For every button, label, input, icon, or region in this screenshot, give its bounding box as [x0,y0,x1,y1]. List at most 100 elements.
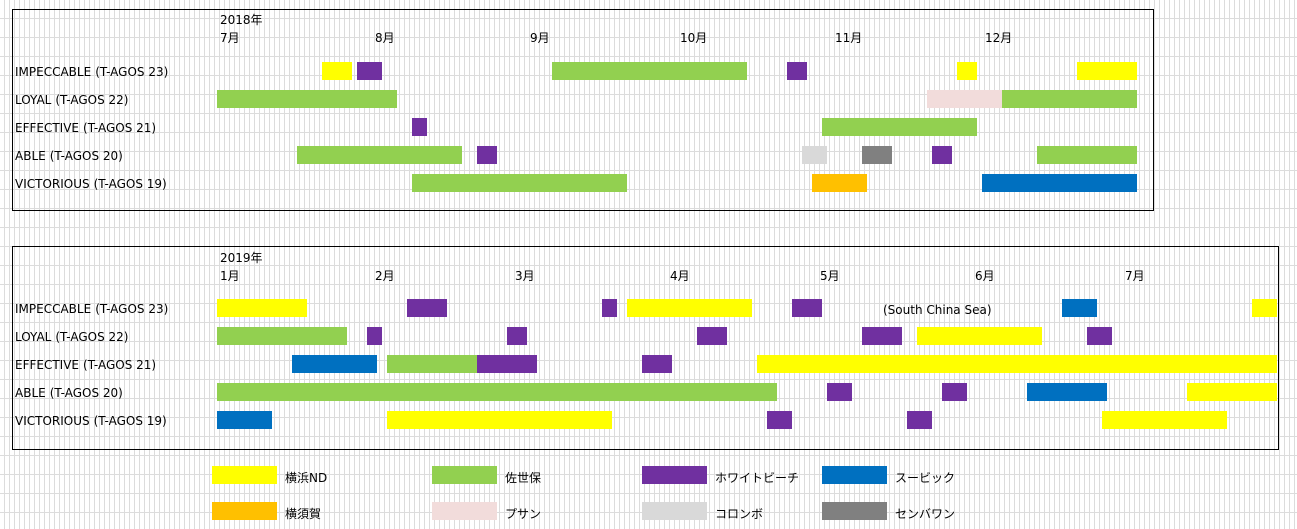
ship-hull-number: (T-AGOS 20) [49,386,123,400]
chart-panel-2019 [12,246,1279,450]
legend-label: 横浜ND [285,471,328,485]
schedule-bar-white-beach [827,383,852,401]
legend-swatch-sembawang [822,502,887,520]
legend-label: 横須賀 [285,507,322,521]
month-label: 2月 [375,269,395,283]
schedule-bar-busan [927,90,1002,108]
chart-panel-2018 [12,9,1154,211]
legend-label: ホワイトビーチ [715,471,800,485]
schedule-bar-sasebo [412,174,627,192]
schedule-bar-white-beach [412,118,427,136]
ship-hull-number: (T-AGOS 21) [83,358,157,372]
year-label-2019: 2019年 [220,251,263,265]
schedule-bar-yokohama [387,411,612,429]
schedule-bar-white-beach [862,327,902,345]
legend-label: スービック [895,471,956,485]
ship-label: ABLE (T-AGOS 20) [15,149,123,163]
month-label: 5月 [820,269,840,283]
schedule-bar-colombo [802,146,827,164]
ship-hull-number: (T-AGOS 19) [93,177,167,191]
schedule-bar-white-beach [602,299,617,317]
ship-label: LOYAL (T-AGOS 22) [15,330,128,344]
ship-hull-number: (T-AGOS 23) [95,65,169,79]
legend-label: プサン [505,507,542,521]
ship-name: LOYAL [15,330,52,344]
ship-label: IMPECCABLE (T-AGOS 23) [15,65,168,79]
schedule-bar-yokohama [217,299,307,317]
schedule-bar-sasebo [387,355,477,373]
schedule-bar-white-beach [932,146,952,164]
schedule-bar-yokohama [627,299,752,317]
legend-swatch-yokosuka [212,502,277,520]
schedule-bar-sembawang [862,146,892,164]
ship-hull-number: (T-AGOS 22) [55,330,129,344]
legend-label: コロンボ [715,507,764,521]
schedule-bar-white-beach [697,327,727,345]
ship-hull-number: (T-AGOS 23) [95,302,169,316]
schedule-bar-sasebo [217,90,397,108]
schedule-bar-white-beach [477,355,537,373]
month-label: 9月 [530,31,550,45]
schedule-bar-sasebo [1002,90,1137,108]
schedule-bar-yokohama [1077,62,1137,80]
schedule-bar-subic [982,174,1137,192]
month-label: 3月 [515,269,535,283]
year-label-2018: 2018年 [220,13,263,27]
schedule-bar-sasebo [217,327,347,345]
schedule-bar-subic [1062,299,1097,317]
ship-hull-number: (T-AGOS 19) [93,414,167,428]
schedule-bar-sasebo [432,383,777,401]
schedule-bar-yokohama [957,62,977,80]
schedule-bar-sasebo [822,118,977,136]
schedule-bar-white-beach [407,299,447,317]
schedule-bar-white-beach [907,411,932,429]
schedule-bar-white-beach [767,411,792,429]
schedule-bar-yokohama [1102,411,1227,429]
ship-name: IMPECCABLE [15,302,92,316]
ship-label: VICTORIOUS (T-AGOS 19) [15,177,167,191]
month-label: 6月 [975,269,995,283]
schedule-bar-yokohama [322,62,352,80]
month-label: 1月 [220,269,240,283]
schedule-bar-yokohama [1187,383,1277,401]
schedule-bar-white-beach [792,299,822,317]
ship-label: EFFECTIVE (T-AGOS 21) [15,358,156,372]
legend-label: 佐世保 [505,471,542,485]
ship-name: IMPECCABLE [15,65,92,79]
ship-hull-number: (T-AGOS 22) [55,93,129,107]
schedule-bar-sasebo [217,383,432,401]
ship-name: ABLE [15,386,46,400]
schedule-bar-white-beach [642,355,672,373]
schedule-bar-subic [292,355,377,373]
ship-label: VICTORIOUS (T-AGOS 19) [15,414,167,428]
legend-swatch-white-beach [642,466,707,484]
schedule-bar-white-beach [787,62,807,80]
schedule-bar-yokohama [917,327,1042,345]
ship-name: ABLE [15,149,46,163]
schedule-bar-white-beach [477,146,497,164]
south-china-sea-note: (South China Sea) [883,303,992,317]
schedule-bar-white-beach [1087,327,1112,345]
ship-label: ABLE (T-AGOS 20) [15,386,123,400]
legend-swatch-yokohama [212,466,277,484]
legend-swatch-colombo [642,502,707,520]
schedule-bar-white-beach [357,62,382,80]
ship-name: VICTORIOUS [15,177,90,191]
ship-label: IMPECCABLE (T-AGOS 23) [15,302,168,316]
schedule-bar-sasebo [1037,146,1137,164]
schedule-bar-yokohama [1252,299,1277,317]
schedule-bar-white-beach [942,383,967,401]
legend-swatch-sasebo [432,466,497,484]
ship-name: EFFECTIVE [15,358,80,372]
legend-swatch-subic [822,466,887,484]
ship-name: LOYAL [15,93,52,107]
legend-swatch-busan [432,502,497,520]
schedule-bar-subic [1027,383,1107,401]
ship-hull-number: (T-AGOS 21) [83,121,157,135]
month-label: 11月 [835,31,863,45]
month-label: 12月 [985,31,1013,45]
month-label: 4月 [670,269,690,283]
schedule-bar-white-beach [367,327,382,345]
schedule-bar-yokosuka [812,174,867,192]
schedule-bar-white-beach [507,327,527,345]
